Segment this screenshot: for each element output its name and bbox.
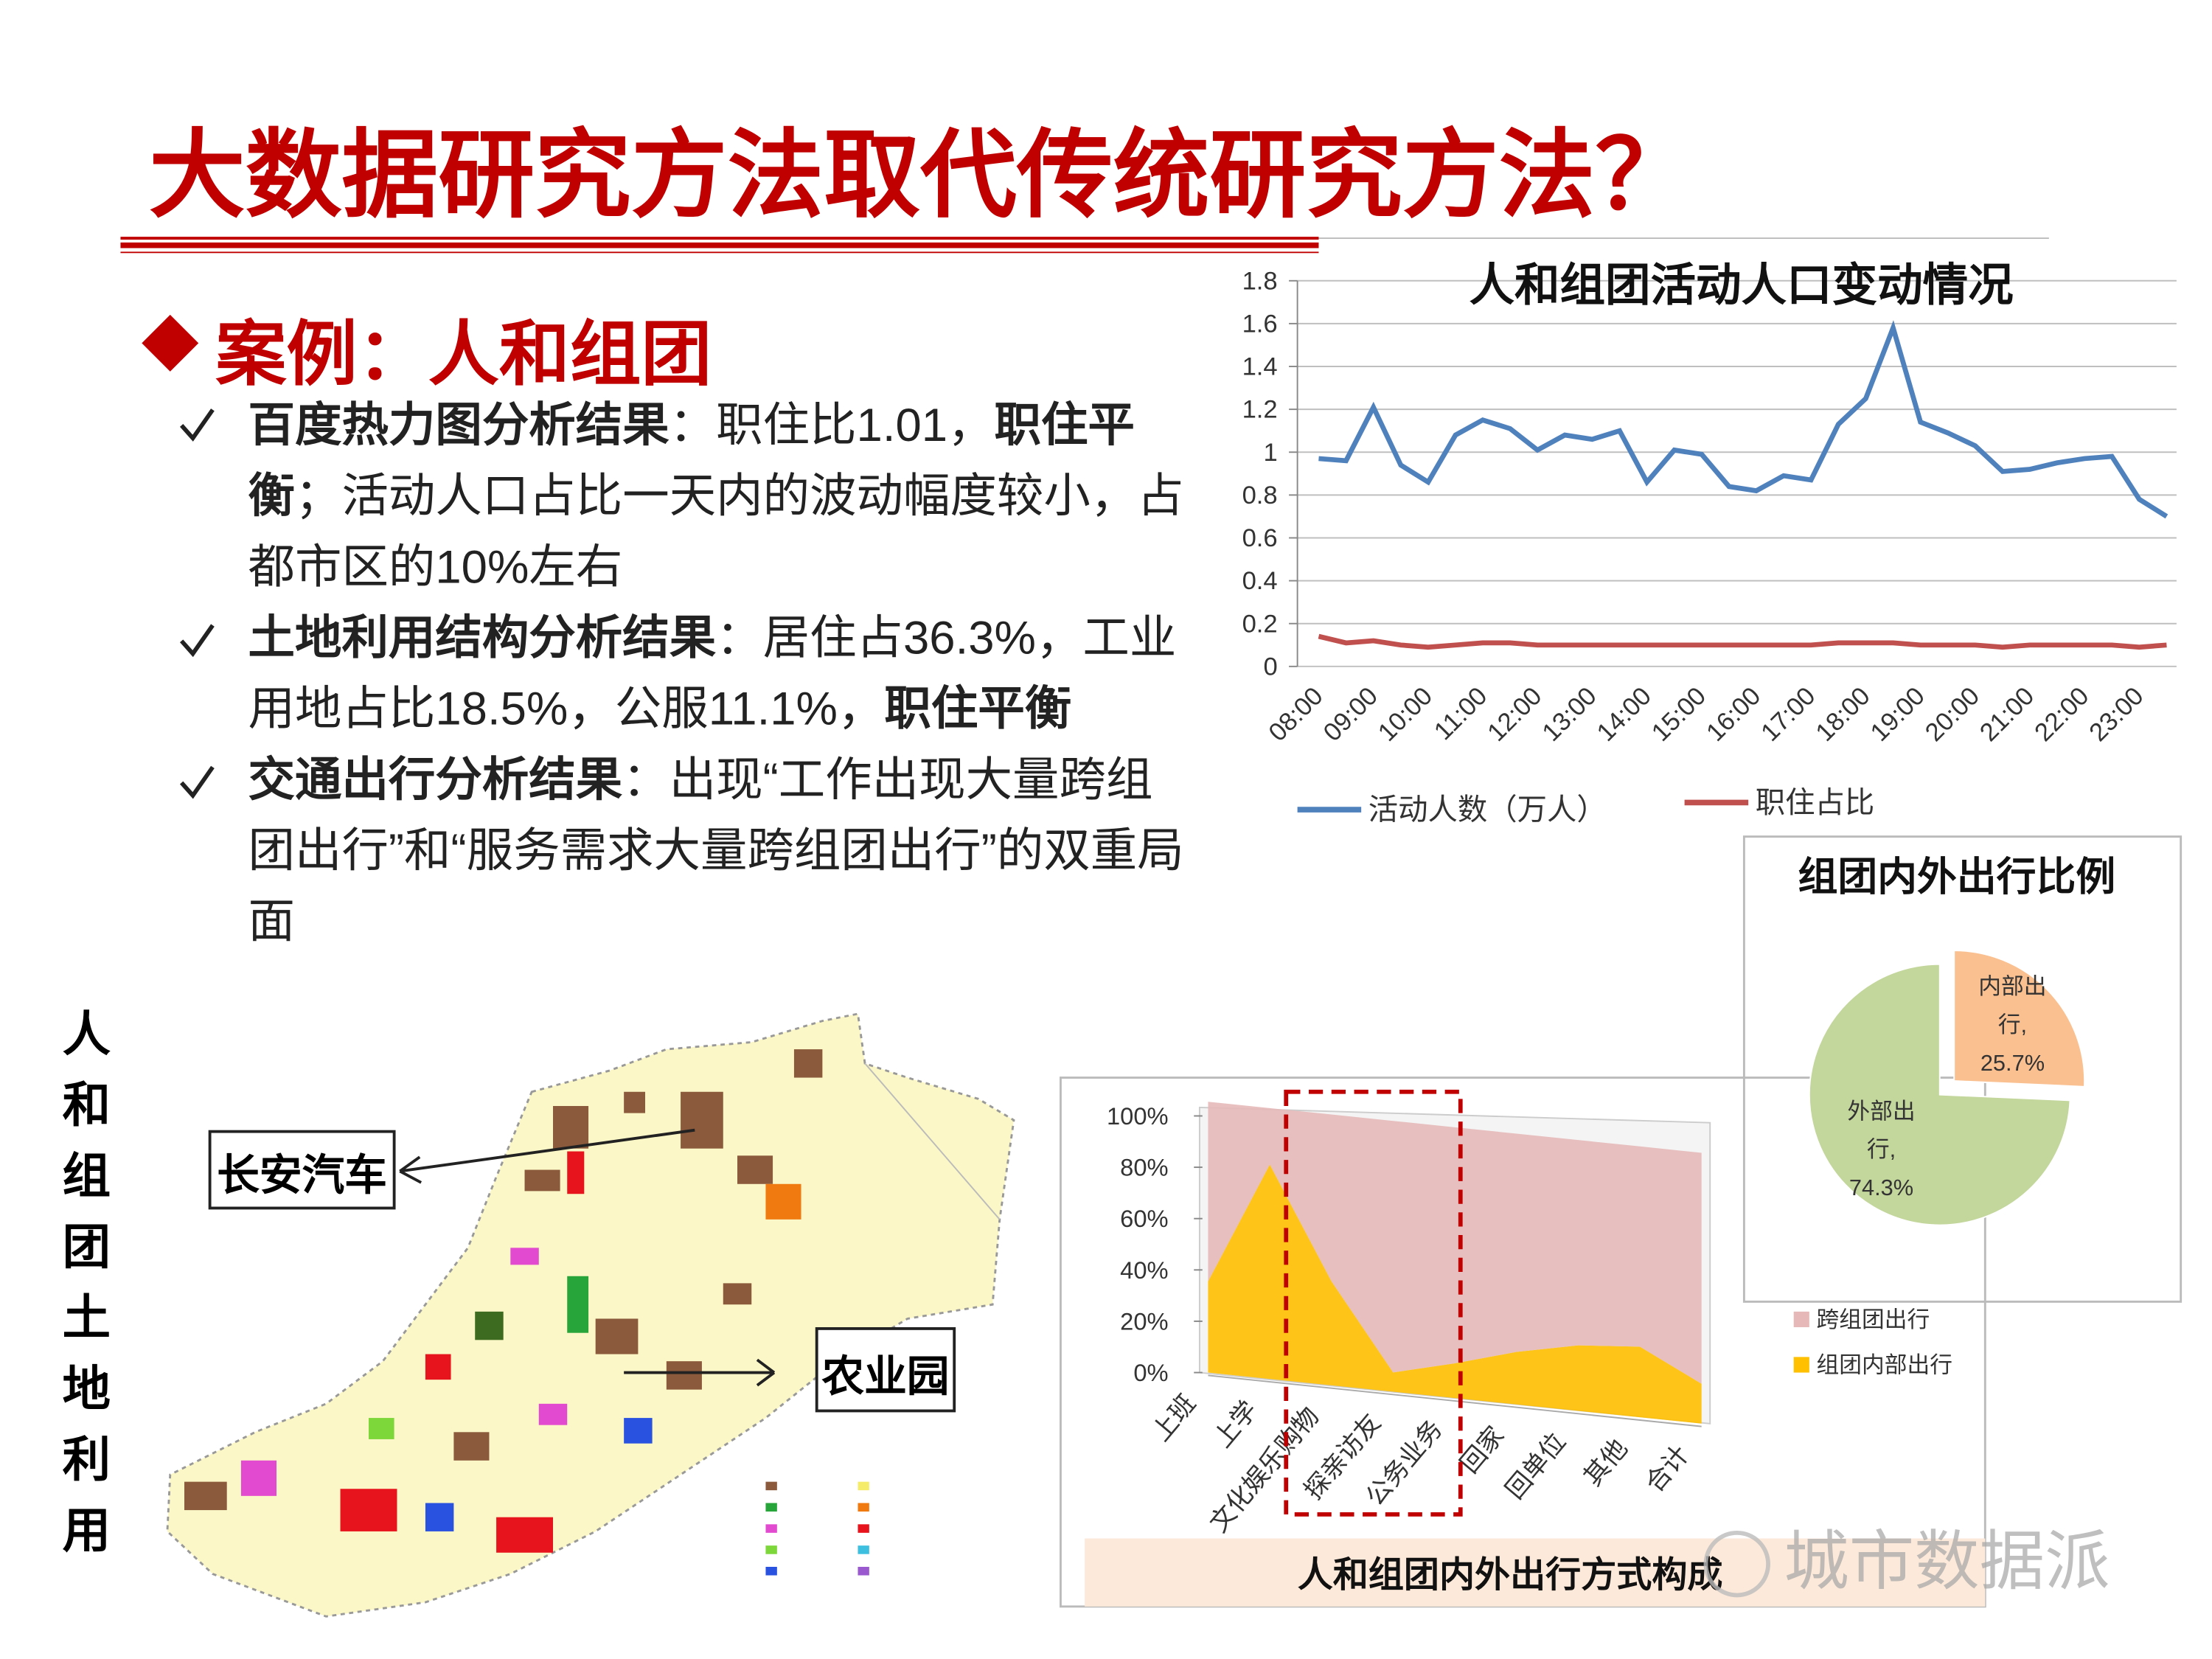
x-tick-label: 09:00	[1318, 682, 1383, 747]
y-tick-label: 1.2	[1242, 396, 1278, 424]
x-tick-label: 22:00	[2029, 682, 2094, 747]
bullet-run: ：出现“工作出现大量跨组团出行”和“服务需求大量跨组团出行”的双重局面	[248, 753, 1184, 947]
x-tick-label: 上班	[1147, 1390, 1202, 1447]
bullet-run: 职住平衡	[884, 682, 1072, 735]
check	[179, 624, 215, 658]
legend-label: 活动人数（万人）	[1368, 793, 1607, 827]
title-band	[1085, 1538, 1986, 1607]
x-tick-label: 11:00	[1429, 682, 1492, 745]
diamond	[142, 314, 199, 372]
case-heading: 案例：人和组团	[215, 314, 712, 394]
chart-title: 人和组团活动人口变动情况	[1469, 260, 2013, 311]
bullet-run: ：职住比1.01，	[669, 398, 995, 451]
x-tick-label: 合计	[1641, 1441, 1695, 1498]
label-box	[815, 1327, 956, 1413]
x-tick-label: 08:00	[1264, 682, 1329, 747]
bullet-run: 职住平衡	[248, 398, 1135, 522]
highlight-box	[1284, 1089, 1463, 1517]
watermark-logo	[1703, 1530, 1770, 1598]
bullet: 土地利用结构分析结果：居住占36.3%，工业用地占比18.5%，公服11.1%，…	[248, 602, 1192, 744]
pie-slice	[1953, 950, 2086, 1088]
check	[179, 765, 215, 799]
map-side-label: 人和组团土地利用	[62, 1008, 111, 1559]
y-tick-label: 80%	[1120, 1154, 1168, 1181]
y-tick-label: 60%	[1120, 1205, 1168, 1232]
area-series	[1208, 1102, 1702, 1384]
x-tick-label: 14:00	[1592, 682, 1657, 747]
legend-label: 职住占比	[1756, 785, 1875, 819]
x-tick-label: 19:00	[1865, 682, 1930, 747]
arrow	[624, 1358, 776, 1387]
legend-swatch	[1793, 1311, 1809, 1327]
y-tick-label: 100%	[1107, 1102, 1169, 1130]
bullet-run: 交通出行分析结果	[248, 753, 623, 806]
x-tick-label: 10:00	[1373, 682, 1438, 747]
legend-swatch	[1793, 1357, 1809, 1373]
slide-title: 大数据研究方法取代传统研究方法？	[148, 122, 1692, 230]
legend-label: 跨组团出行	[1816, 1307, 1930, 1332]
bullet: 百度热力图分析结果：职住比1.01，职住平衡；活动人口占比一天内的波动幅度较小，…	[248, 390, 1192, 602]
x-tick-label: 16:00	[1701, 682, 1766, 747]
x-tick-label: 21:00	[1975, 682, 2039, 747]
bullet-run: 土地利用结构分析结果	[248, 611, 717, 664]
map-label: 农业园	[821, 1354, 950, 1402]
pie-label: 外部出行, 74.3%	[1847, 1101, 1916, 1202]
legend-label: 组团内部出行	[1816, 1352, 1952, 1378]
x-tick-label: 15:00	[1646, 682, 1711, 747]
x-tick-label: 其他	[1579, 1434, 1633, 1491]
y-tick-label: 1.6	[1242, 310, 1278, 338]
land-use-map	[166, 1012, 1015, 1618]
y-tick-label: 0%	[1133, 1359, 1168, 1386]
pie-label: 内部出行, 25.7%	[1978, 975, 2047, 1077]
floor	[1208, 1374, 1702, 1427]
chart-title: 组团内外出行比例	[1798, 855, 2116, 900]
y-tick-label: 0.4	[1242, 567, 1278, 595]
line-series	[1318, 320, 2168, 519]
label-box	[208, 1130, 396, 1210]
y-tick-label: 0	[1263, 653, 1277, 681]
line-series	[1318, 633, 2167, 650]
map-label: 长安汽车	[217, 1152, 387, 1200]
x-tick-label: 23:00	[2084, 682, 2149, 747]
bullet-run: ；活动人口占比一天内的波动幅度较小，占都市区的10%左右	[248, 469, 1184, 593]
y-tick-label: 20%	[1120, 1307, 1168, 1335]
bullet: 交通出行分析结果：出现“工作出现大量跨组团出行”和“服务需求大量跨组团出行”的双…	[248, 745, 1192, 957]
x-tick-label: 20:00	[1920, 682, 1985, 747]
watermark: 城市数据派	[1784, 1524, 2110, 1599]
x-tick-label: 上学	[1208, 1396, 1263, 1453]
y-tick-label: 1.8	[1242, 267, 1278, 295]
check	[179, 408, 215, 442]
bullet-run: ：居住占36.3%，工业用地占比18.5%，公服11.1%，	[248, 611, 1177, 735]
y-tick-label: 1.4	[1242, 353, 1278, 381]
area-series	[1208, 1164, 1702, 1424]
x-tick-label: 回家	[1455, 1422, 1510, 1478]
x-tick-label: 18:00	[1811, 682, 1876, 747]
arrow	[399, 1128, 695, 1184]
pie-slice	[1808, 963, 2071, 1226]
y-tick-label: 0.8	[1242, 481, 1278, 509]
x-tick-label: 12:00	[1482, 682, 1547, 747]
x-tick-label: 13:00	[1537, 682, 1602, 747]
bullet-run: 百度热力图分析结果	[248, 398, 669, 451]
chart-title: 人和组团内外出行方式构成	[1298, 1555, 1723, 1595]
y-tick-label: 0.6	[1242, 524, 1278, 552]
y-tick-label: 40%	[1120, 1256, 1168, 1284]
y-tick-label: 1	[1263, 439, 1277, 467]
x-tick-label: 回单位	[1500, 1427, 1571, 1504]
y-tick-label: 0.2	[1242, 610, 1278, 638]
x-tick-label: 17:00	[1756, 682, 1820, 747]
